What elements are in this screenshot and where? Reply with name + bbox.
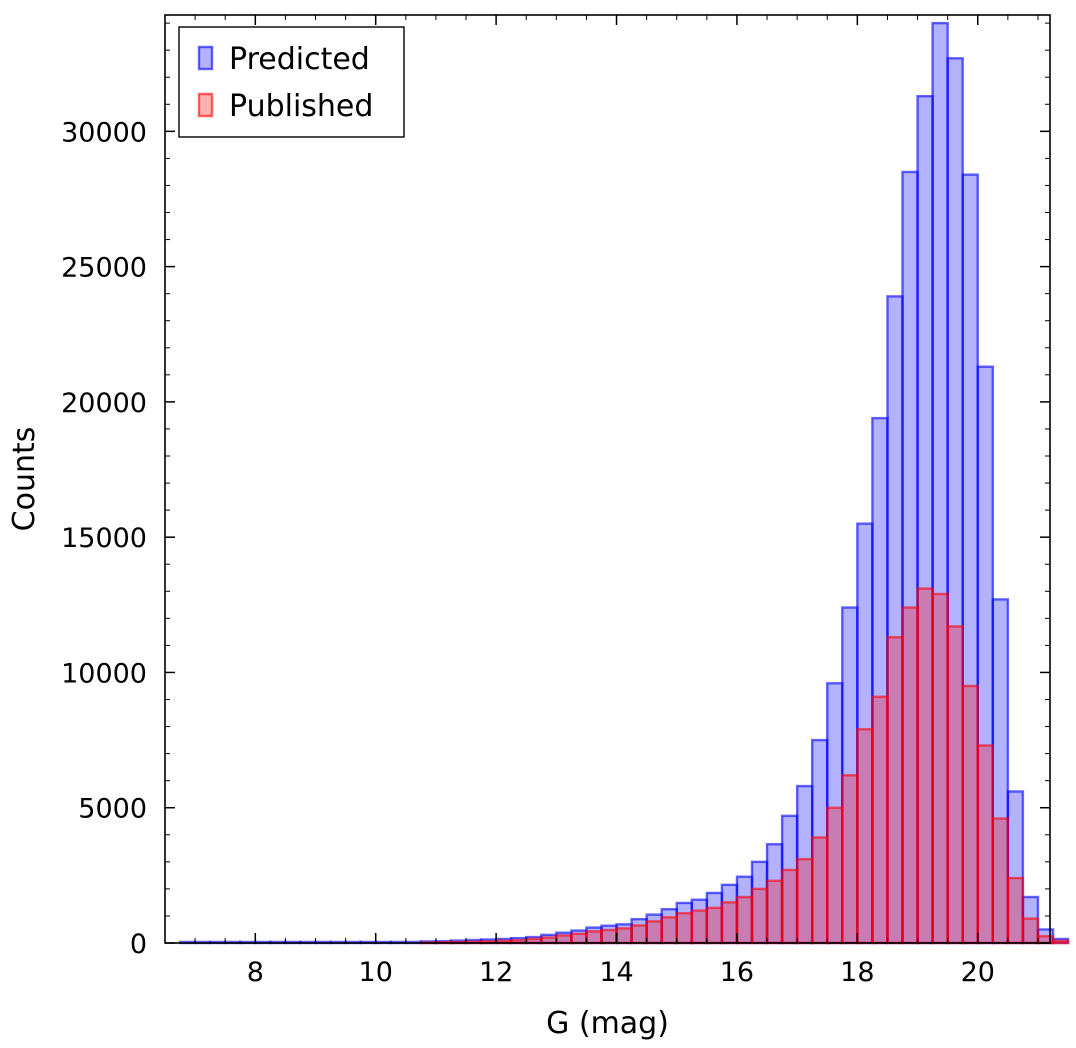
bar-published [630,924,648,945]
bar-published [810,836,829,945]
bar-published [735,895,754,945]
bar-published [750,887,769,945]
x-tick-label: 12 [479,957,513,988]
y-tick-label: 20000 [61,388,147,419]
bar-published [780,868,799,945]
bar-published [660,916,678,945]
bar-published [795,857,814,945]
y-tick-label: 25000 [61,253,147,284]
x-tick-label: 8 [247,957,264,988]
bar-published [886,636,904,945]
bar-published [841,774,859,945]
x-axis-label: G (mag) [546,1006,669,1041]
bar-published [690,909,709,945]
ticks-layer: 8 10 12 14 16 18 20 0 5000 10000 15000 20000 25000 30… [61,15,1050,988]
legend-box [178,26,405,138]
bar-published [720,901,739,945]
bar-published [871,695,889,945]
bar-published [615,927,633,945]
y-tick-label: 15000 [61,523,147,554]
bar-published [765,879,784,945]
bar-published [931,592,949,945]
x-tick-label: 16 [720,957,754,988]
bar-published [916,587,934,945]
legend-swatch-predicted [197,45,214,71]
legend: Predicted Published [178,26,405,138]
bar-published [856,728,874,945]
bar-published [585,930,603,945]
bar-published [946,625,964,945]
bar-published [976,744,995,945]
y-tick-label: 5000 [78,794,147,825]
bar-published [555,934,573,945]
legend-swatch-published [197,92,214,118]
x-tick-label: 20 [961,957,995,988]
bar-published [705,906,724,945]
x-tick-label: 18 [840,957,874,988]
x-tick-label: 14 [599,957,633,988]
bar-published [600,928,618,945]
bar-published [570,932,588,945]
bars-layer [178,21,1070,945]
bar-published [1021,917,1040,945]
x-tick-label: 10 [359,957,393,988]
y-tick-label: 30000 [61,117,147,148]
legend-label-predicted: Predicted [229,42,370,77]
y-tick-label: 0 [130,929,147,960]
bar-published [540,936,558,945]
plot-frame [164,14,1051,944]
bar-published [675,912,693,945]
bar-published [961,684,979,945]
bar-published [901,606,919,945]
legend-label-published: Published [229,89,373,124]
bar-published [1006,876,1025,945]
y-tick-label: 10000 [61,658,147,689]
bar-published [991,817,1010,945]
y-axis-label: Counts [7,427,42,532]
bar-published [645,920,663,945]
bar-published [826,806,844,945]
bar-published [1051,939,1070,945]
